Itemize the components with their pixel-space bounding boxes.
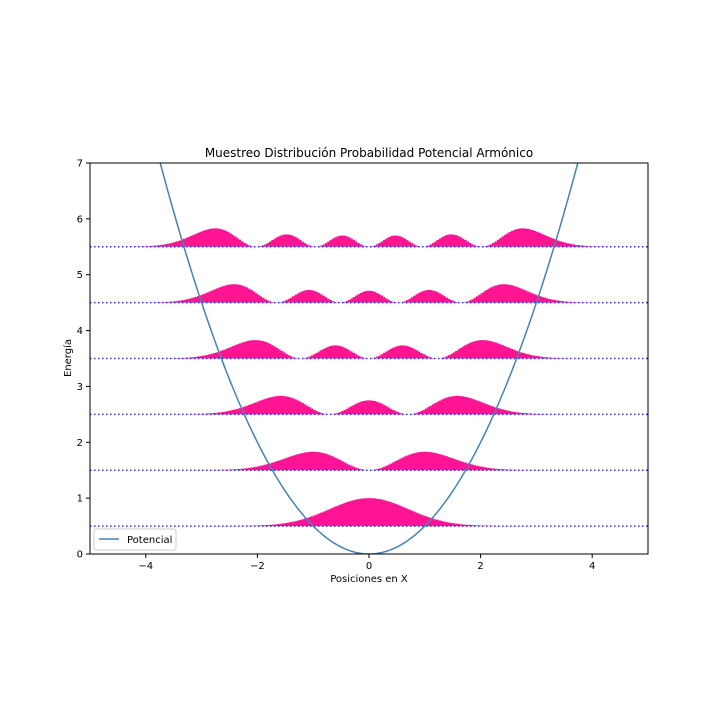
y-tick-label: 1 xyxy=(77,494,83,505)
histogram-level-4 xyxy=(90,284,648,303)
y-tick-label: 3 xyxy=(77,382,83,393)
x-axis-ticks: −4 −2 0 2 4 xyxy=(138,554,595,572)
x-axis-label: Posiciones en X xyxy=(330,574,408,585)
x-tick-label: 2 xyxy=(477,561,483,572)
y-tick-label: 2 xyxy=(77,438,83,449)
legend: Potencial xyxy=(93,528,177,551)
potential-curve xyxy=(159,163,579,554)
x-tick-label: −2 xyxy=(250,561,265,572)
y-axis-label: Energía xyxy=(62,339,74,377)
x-tick-label: −4 xyxy=(138,561,153,572)
y-tick-label: 4 xyxy=(77,326,83,337)
probability-histograms xyxy=(90,228,648,527)
y-tick-label: 7 xyxy=(77,159,83,170)
y-tick-label: 6 xyxy=(77,214,83,225)
histogram-level-2 xyxy=(90,395,648,415)
chart-title: Muestreo Distribución Probabilidad Poten… xyxy=(205,146,533,160)
histogram-level-3 xyxy=(90,340,648,359)
histogram-level-0 xyxy=(90,498,648,527)
histogram-level-5 xyxy=(90,228,648,247)
potential-curve-layer xyxy=(159,163,579,554)
x-tick-label: 0 xyxy=(366,561,372,572)
y-axis-ticks: 0 1 2 3 4 5 6 7 xyxy=(77,159,90,561)
y-tick-label: 5 xyxy=(77,270,83,281)
y-tick-label: 0 xyxy=(77,550,83,561)
x-tick-label: 4 xyxy=(589,561,595,572)
legend-entry-potencial: Potencial xyxy=(127,535,172,546)
energy-level-lines xyxy=(90,246,648,527)
legend-box xyxy=(93,528,177,551)
